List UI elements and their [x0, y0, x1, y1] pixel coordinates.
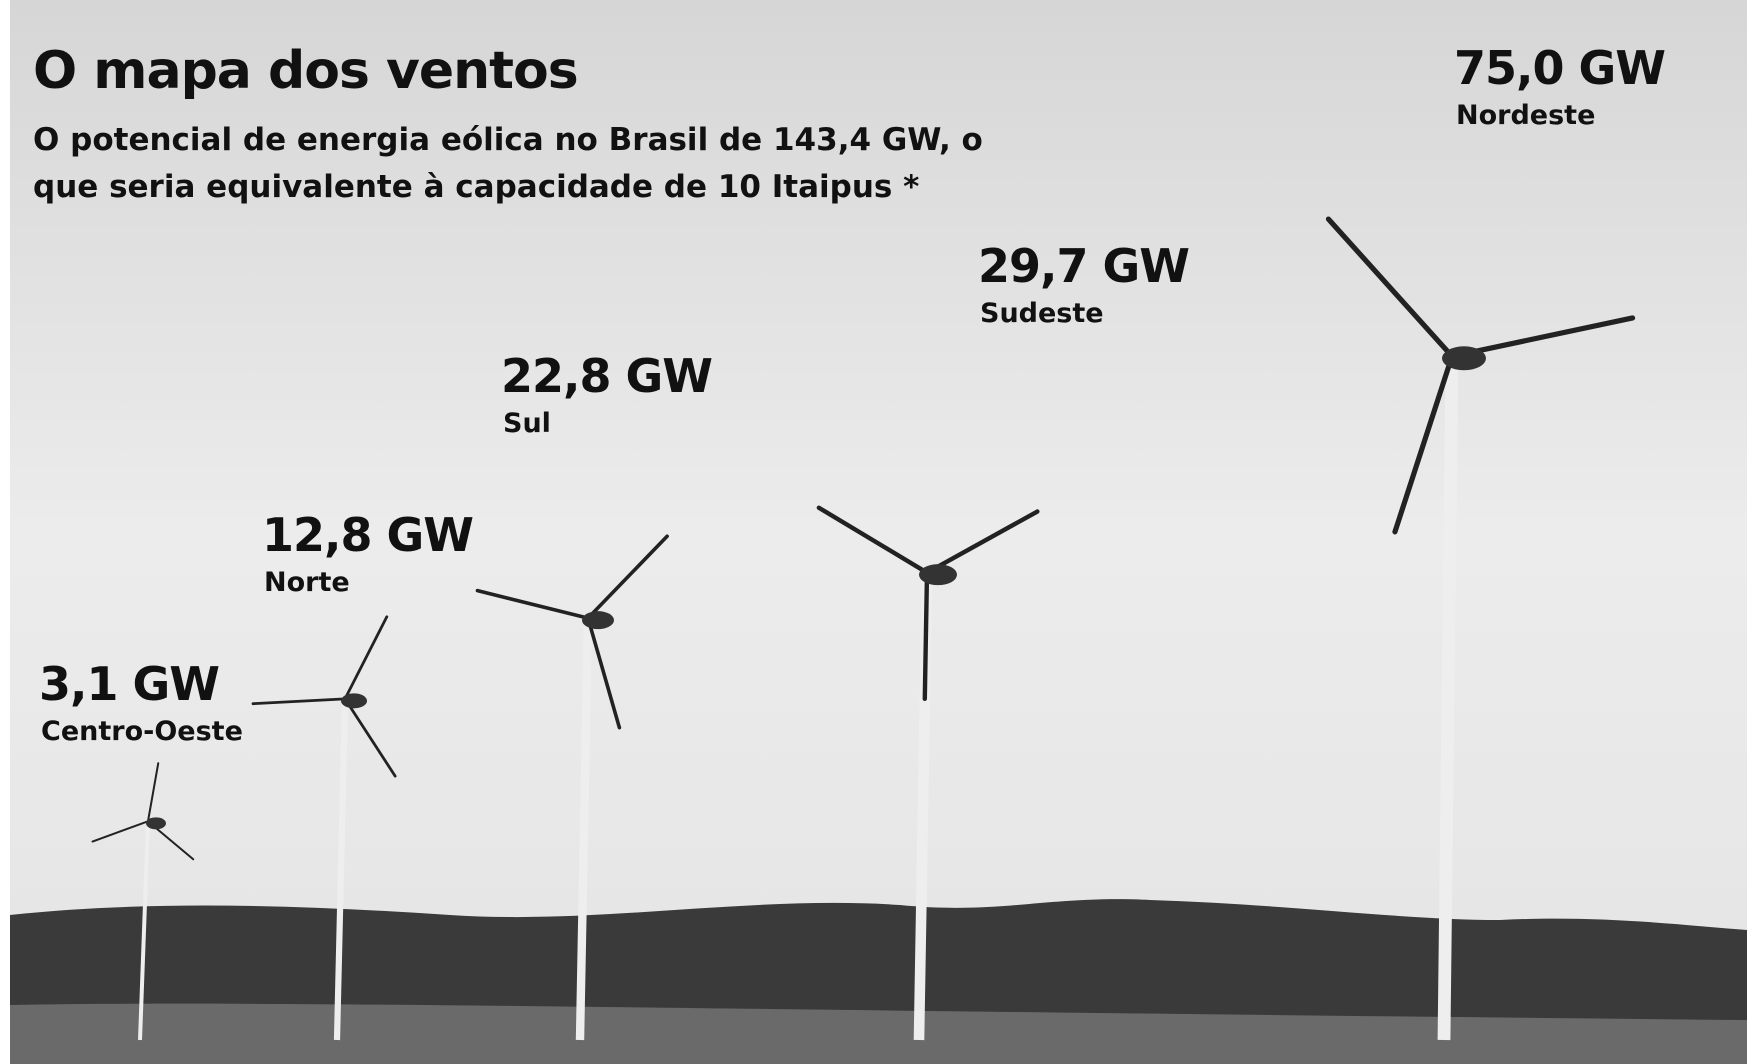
page: {"chart_data": { "type": "turbine", "tit…	[0, 0, 1747, 1064]
category-label: Sudeste	[980, 298, 1104, 329]
category-label: Nordeste	[1456, 100, 1595, 131]
chart-title: O mapa dos ventos	[33, 41, 578, 101]
turbine-nacelle	[1442, 346, 1486, 370]
turbine-nacelle	[341, 693, 367, 708]
category-label: Centro-Oeste	[41, 716, 243, 747]
infographic: O mapa dos ventos O potencial de energia…	[0, 0, 1747, 1064]
category-label: Sul	[503, 408, 551, 439]
turbine-tower	[1444, 356, 1452, 1040]
turbine-nacelle	[919, 564, 957, 585]
value-label: 75,0 GW	[1454, 41, 1665, 95]
turbine-blade	[925, 573, 927, 699]
value-label: 3,1 GW	[39, 657, 219, 711]
turbine-nacelle	[582, 611, 614, 629]
subtitle-line: que seria equivalente à capacidade de 10…	[33, 169, 919, 205]
turbine-nacelle	[146, 817, 166, 829]
subtitle-line: O potencial de energia eólica no Brasil …	[33, 122, 983, 158]
value-label: 12,8 GW	[262, 508, 473, 562]
value-label: 29,7 GW	[978, 239, 1189, 293]
value-label: 22,8 GW	[501, 349, 712, 403]
category-label: Norte	[264, 567, 350, 598]
